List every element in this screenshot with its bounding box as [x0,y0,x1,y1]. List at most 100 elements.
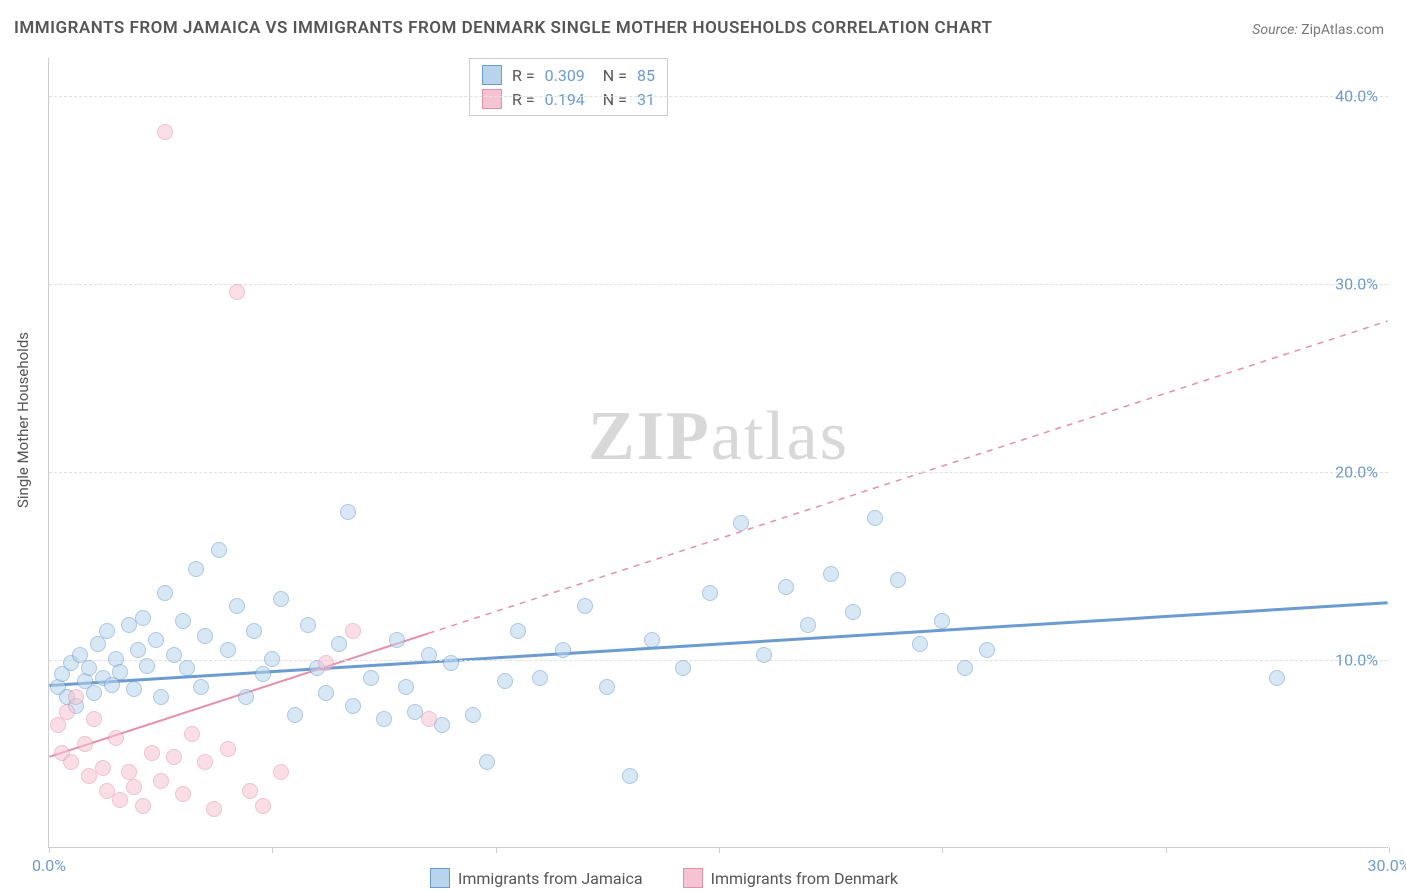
scatter-point [510,623,526,639]
stats-row: R =0.194N =31 [482,87,655,111]
scatter-point [112,664,128,680]
scatter-point [577,598,593,614]
scatter-point [153,773,169,789]
x-tick [496,847,497,853]
scatter-point [287,707,303,723]
scatter-point [112,792,128,808]
legend-swatch [482,65,502,85]
legend-swatch [430,868,450,888]
scatter-point [363,670,379,686]
scatter-point [532,670,548,686]
scatter-point [238,689,254,705]
scatter-point [555,642,571,658]
scatter-point [421,711,437,727]
scatter-point [823,566,839,582]
scatter-point [135,610,151,626]
scatter-point [890,572,906,588]
scatter-point [622,768,638,784]
watermark-text: ZIPatlas [588,397,849,477]
scatter-point [68,689,84,705]
scatter-point [957,660,973,676]
scatter-point [778,579,794,595]
chart-title: IMMIGRANTS FROM JAMAICA VS IMMIGRANTS FR… [14,18,992,38]
stats-legend-box: R =0.309N =85R =0.194N =31 [469,58,668,116]
scatter-point [184,726,200,742]
scatter-point [139,658,155,674]
scatter-point [121,764,137,780]
scatter-point [255,798,271,814]
x-tick [1389,847,1390,853]
scatter-point [206,801,222,817]
scatter-point [867,510,883,526]
scatter-point [912,636,928,652]
legend-label: Immigrants from Denmark [711,869,898,888]
scatter-point [644,632,660,648]
stats-r-value: 0.309 [545,66,585,85]
scatter-point [193,679,209,695]
scatter-point [331,636,347,652]
scatter-point [63,754,79,770]
scatter-point [135,798,151,814]
scatter-point [675,660,691,676]
gridline [49,96,1388,97]
scatter-point [934,613,950,629]
scatter-point [845,604,861,620]
scatter-point [1269,670,1285,686]
scatter-point [130,642,146,658]
scatter-point [340,504,356,520]
scatter-point [398,679,414,695]
scatter-point [188,561,204,577]
scatter-point [599,679,615,695]
scatter-point [318,655,334,671]
scatter-point [95,760,111,776]
scatter-point [345,698,361,714]
scatter-point [756,647,772,663]
scatter-point [77,736,93,752]
scatter-point [443,655,459,671]
scatter-point [86,711,102,727]
legend-item: Immigrants from Denmark [683,868,898,888]
source-attribution: Source: ZipAtlas.com [1252,22,1384,38]
source-value: ZipAtlas.com [1301,22,1384,38]
gridline [49,284,1388,285]
source-label: Source: [1252,22,1297,38]
scatter-point [126,681,142,697]
x-tick-label: 30.0% [1368,856,1406,875]
scatter-point [376,711,392,727]
trend-line-dashed [429,321,1388,633]
scatter-point [389,632,405,648]
trend-line [49,603,1387,686]
scatter-point [318,685,334,701]
scatter-point [497,673,513,689]
x-tick [272,847,273,853]
scatter-point [273,764,289,780]
gridline [49,660,1388,661]
scatter-point [465,707,481,723]
scatter-point [175,613,191,629]
stats-n-value: 85 [637,66,655,85]
scatter-point [255,666,271,682]
scatter-point [702,585,718,601]
scatter-point [211,542,227,558]
x-tick-label: 0.0% [32,856,66,875]
scatter-point [345,623,361,639]
scatter-point [59,704,75,720]
stats-row: R =0.309N =85 [482,63,655,87]
scatter-point [273,591,289,607]
legend-label: Immigrants from Jamaica [458,869,643,888]
scatter-point [220,741,236,757]
scatter-point [99,623,115,639]
trend-lines-svg [49,58,1388,847]
scatter-point [800,617,816,633]
scatter-point [157,124,173,140]
legend-swatch [683,868,703,888]
scatter-point [220,642,236,658]
scatter-point [229,284,245,300]
scatter-point [166,749,182,765]
bottom-legend: Immigrants from Jamaica Immigrants from D… [430,868,898,888]
stats-n-value: 31 [637,90,655,109]
y-axis-label: Single Mother Households [14,332,32,508]
scatter-point [144,745,160,761]
scatter-point [197,754,213,770]
stats-r-label: R = [512,66,535,85]
